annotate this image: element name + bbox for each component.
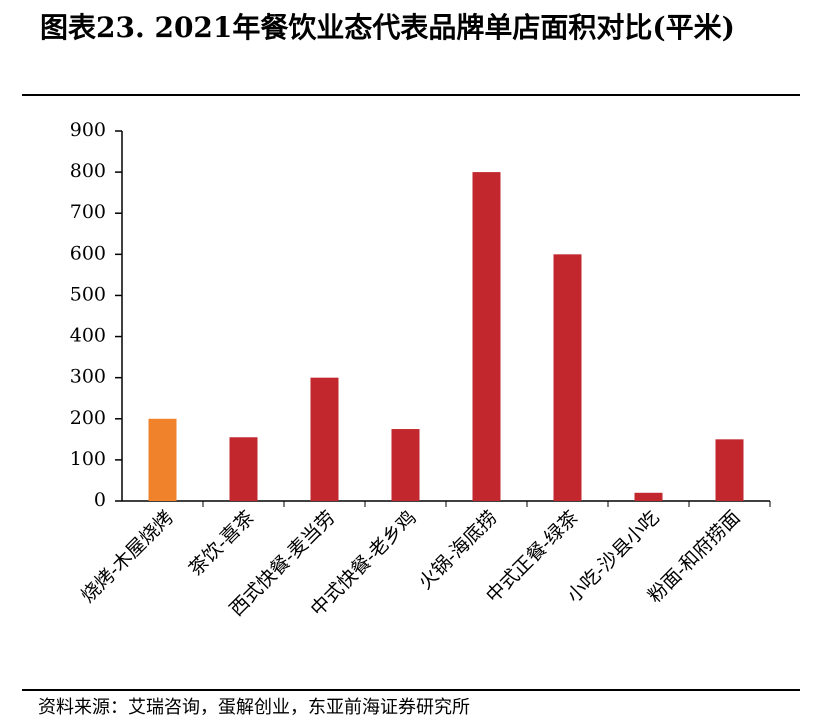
y-tick-label: 300 bbox=[70, 366, 106, 388]
x-tick-label: 茶饮-喜茶 bbox=[185, 507, 259, 581]
y-tick-label: 500 bbox=[70, 283, 106, 305]
bar bbox=[391, 429, 420, 501]
y-tick-label: 100 bbox=[70, 448, 106, 470]
y-tick-label: 400 bbox=[70, 325, 106, 347]
y-tick-label: 800 bbox=[70, 160, 106, 182]
y-tick-label: 0 bbox=[94, 489, 106, 511]
x-tick-label: 火锅-海底捞 bbox=[414, 507, 501, 594]
bar bbox=[310, 377, 339, 501]
bar bbox=[634, 492, 663, 501]
bar bbox=[148, 418, 177, 501]
bar bbox=[715, 439, 744, 501]
y-tick-label: 700 bbox=[70, 201, 106, 223]
bar bbox=[553, 254, 582, 501]
y-tick-label: 200 bbox=[70, 407, 106, 429]
bar bbox=[229, 437, 258, 501]
y-tick-label: 900 bbox=[70, 119, 106, 141]
y-tick-label: 600 bbox=[70, 242, 106, 264]
bar bbox=[472, 172, 501, 501]
x-tick-label: 烧烤-木屋烧烤 bbox=[77, 507, 178, 608]
chart-title: 图表23. 2021年餐饮业态代表品牌单店面积对比(平米) bbox=[40, 11, 735, 44]
source-note: 资料来源：艾瑞咨询，蛋解创业，东亚前海证券研究所 bbox=[38, 697, 470, 718]
